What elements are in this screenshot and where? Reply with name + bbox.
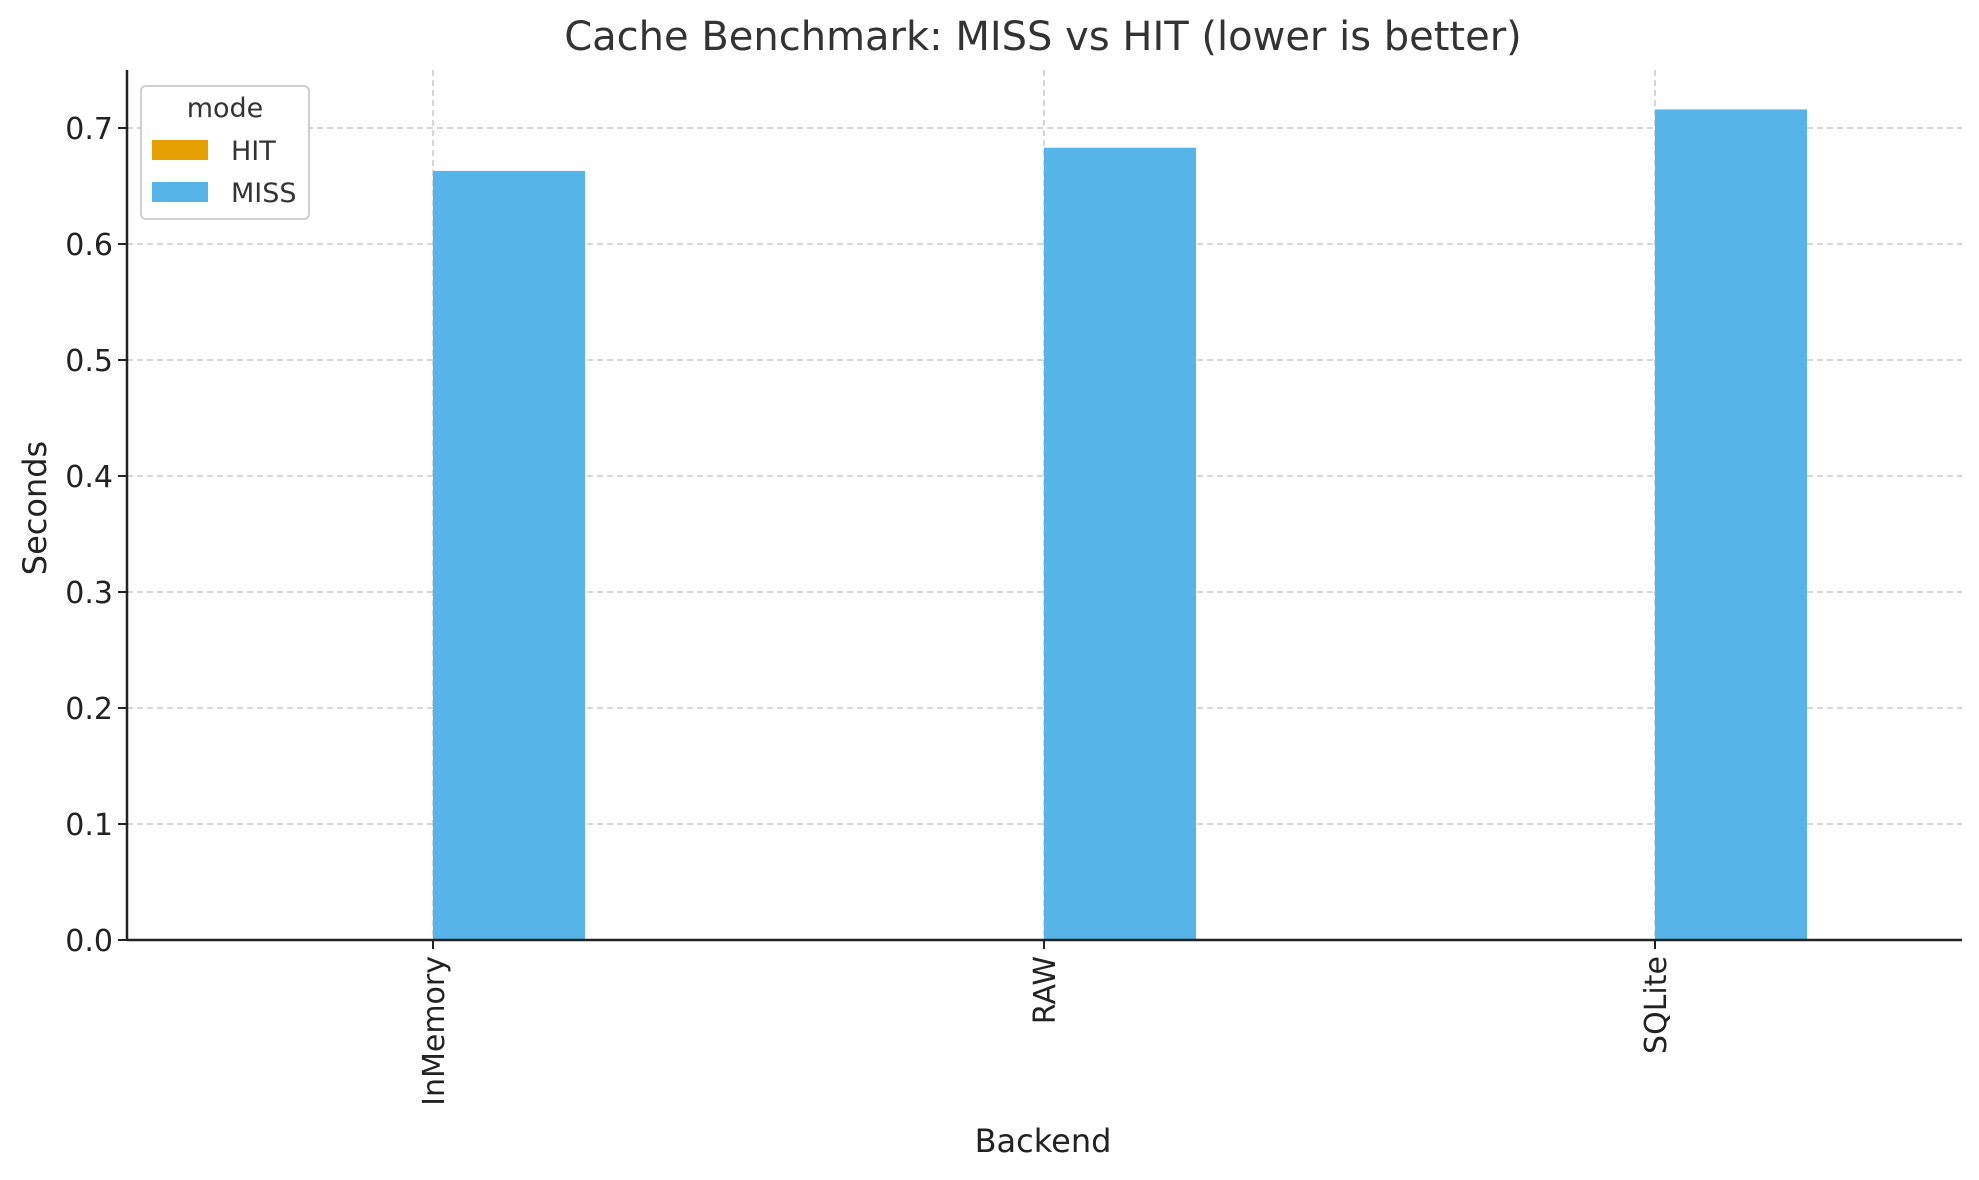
bars-layer (433, 109, 1807, 941)
x-tick-label: InMemory (417, 956, 452, 1106)
y-tick-label: 0.0 (65, 924, 113, 959)
y-tick-label: 0.2 (65, 692, 113, 727)
y-axis-label: Seconds (16, 441, 54, 575)
legend: mode HIT MISS (140, 85, 310, 220)
x-tick-label: SQLite (1639, 956, 1674, 1054)
bar-miss-inmemory (433, 170, 585, 941)
y-tick-label: 0.7 (65, 112, 113, 147)
ticks-layer: 0.0 0.1 0.2 0.3 0.4 0.5 0.6 0.7 InMemory RAW SQLit… (65, 112, 1674, 1106)
legend-label-miss: MISS (231, 178, 297, 209)
legend-swatch-miss (152, 182, 208, 202)
y-tick-label: 0.6 (65, 228, 113, 263)
legend-swatch-hit (152, 140, 208, 160)
y-tick-label: 0.3 (65, 576, 113, 611)
legend-label-hit: HIT (231, 136, 276, 167)
y-tick-label: 0.1 (65, 808, 113, 843)
chart-title: Cache Benchmark: MISS vs HIT (lower is b… (564, 14, 1522, 60)
bar-miss-sqlite (1655, 109, 1807, 940)
x-tick-label: RAW (1028, 956, 1063, 1024)
y-tick-label: 0.5 (65, 344, 113, 379)
legend-title: mode (187, 93, 264, 124)
bar-miss-raw (1044, 147, 1196, 941)
y-tick-label: 0.4 (65, 460, 113, 495)
x-axis-label: Backend (975, 1122, 1112, 1160)
